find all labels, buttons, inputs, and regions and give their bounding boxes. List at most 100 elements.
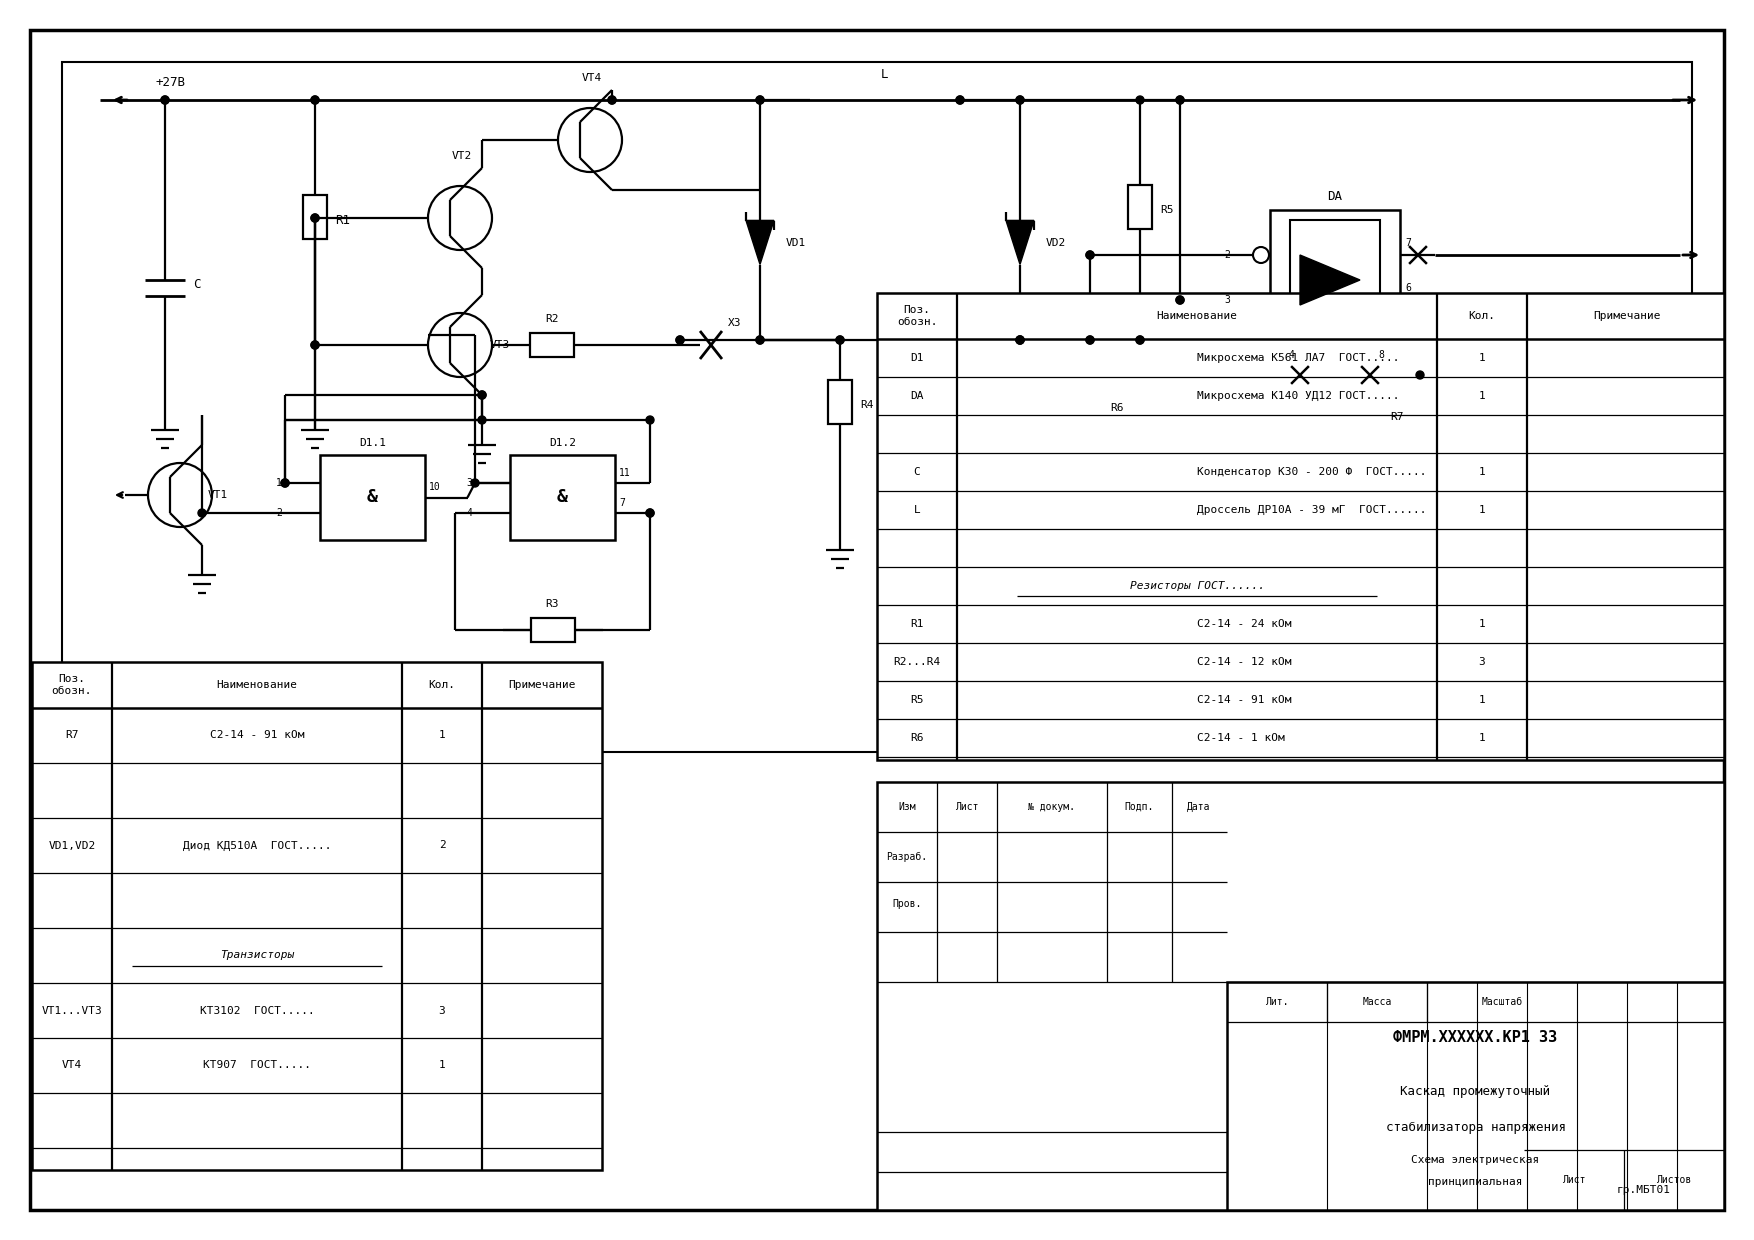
Text: 2: 2 <box>275 508 282 518</box>
Circle shape <box>479 391 486 399</box>
Text: 4: 4 <box>467 508 472 518</box>
Circle shape <box>675 336 684 343</box>
Text: 1: 1 <box>1479 467 1486 477</box>
Text: 1: 1 <box>275 477 282 489</box>
Circle shape <box>609 95 616 104</box>
Text: C: C <box>914 467 921 477</box>
Text: VT2: VT2 <box>453 151 472 161</box>
Circle shape <box>1252 247 1268 263</box>
Text: R1: R1 <box>910 619 924 629</box>
Circle shape <box>1016 95 1024 104</box>
Circle shape <box>756 95 765 104</box>
Bar <box>1228 982 1724 1210</box>
Text: 8: 8 <box>1379 350 1384 360</box>
Circle shape <box>1086 336 1094 343</box>
Text: 1: 1 <box>438 730 446 740</box>
Circle shape <box>756 336 765 343</box>
Text: D1.1: D1.1 <box>360 438 386 448</box>
Text: 3: 3 <box>1479 657 1486 667</box>
Circle shape <box>756 95 765 104</box>
Text: 11: 11 <box>619 467 631 477</box>
Text: С2-14 - 91 кОм: С2-14 - 91 кОм <box>1196 694 1291 706</box>
Circle shape <box>645 415 654 424</box>
Text: Пров.: Пров. <box>893 899 921 909</box>
Text: Лит.: Лит. <box>1265 997 1289 1007</box>
Bar <box>1289 219 1380 340</box>
Text: L: L <box>914 505 921 515</box>
Text: 2: 2 <box>438 841 446 851</box>
Text: R2...R4: R2...R4 <box>893 657 940 667</box>
Circle shape <box>472 479 479 487</box>
Text: L: L <box>881 67 889 81</box>
Text: 3: 3 <box>438 1006 446 1016</box>
Text: Кол.: Кол. <box>428 680 456 689</box>
Text: Схема электрическая: Схема электрическая <box>1412 1154 1540 1166</box>
Text: &: & <box>367 489 377 506</box>
Bar <box>530 618 575 642</box>
Bar <box>1128 185 1152 229</box>
Circle shape <box>1175 95 1184 104</box>
Text: Наименование: Наименование <box>216 680 298 689</box>
Circle shape <box>198 508 205 517</box>
Polygon shape <box>1300 255 1359 305</box>
Bar <box>32 662 602 1171</box>
Bar <box>828 379 852 424</box>
Circle shape <box>428 186 493 250</box>
Circle shape <box>310 341 319 348</box>
Bar <box>877 293 1724 760</box>
Text: R4: R4 <box>859 401 873 410</box>
Text: КТ3102  ГОСТ.....: КТ3102 ГОСТ..... <box>200 1006 314 1016</box>
Text: 1: 1 <box>438 1060 446 1070</box>
Polygon shape <box>1007 221 1035 264</box>
Circle shape <box>310 95 319 104</box>
Text: Масштаб: Масштаб <box>1482 997 1522 1007</box>
Circle shape <box>281 479 289 487</box>
Circle shape <box>1415 371 1424 379</box>
Bar <box>1358 396 1382 439</box>
Circle shape <box>310 95 319 104</box>
Text: 1: 1 <box>1479 505 1486 515</box>
Text: С2-14 - 12 кОм: С2-14 - 12 кОм <box>1196 657 1291 667</box>
Circle shape <box>310 341 319 348</box>
Circle shape <box>956 95 965 104</box>
Bar <box>510 455 616 539</box>
Bar <box>1270 210 1400 350</box>
Text: VT1: VT1 <box>209 490 228 500</box>
Text: C: C <box>193 279 200 291</box>
Text: Наименование: Наименование <box>1156 311 1238 321</box>
Text: Микросхема К140 УД12 ГОСТ.....: Микросхема К140 УД12 ГОСТ..... <box>1196 391 1400 401</box>
Text: VD2: VD2 <box>1045 238 1066 248</box>
Text: Дроссель ДР10А - 39 мГ  ГОСТ......: Дроссель ДР10А - 39 мГ ГОСТ...... <box>1196 505 1426 515</box>
Text: Изм: Изм <box>898 802 916 812</box>
Text: D1: D1 <box>910 353 924 363</box>
Text: гр.МБТ01: гр.МБТ01 <box>1617 1185 1672 1195</box>
Circle shape <box>281 479 289 487</box>
Text: 6: 6 <box>1405 283 1410 293</box>
Circle shape <box>1086 250 1094 259</box>
Text: DA: DA <box>1328 190 1342 202</box>
Text: принципиальная: принципиальная <box>1428 1177 1522 1187</box>
Circle shape <box>645 508 654 517</box>
Text: 10: 10 <box>430 482 440 492</box>
Text: Примечание: Примечание <box>509 680 575 689</box>
Text: VT4: VT4 <box>582 73 602 83</box>
Text: 1: 1 <box>1479 733 1486 743</box>
Bar <box>319 455 424 539</box>
Circle shape <box>1137 95 1144 104</box>
Circle shape <box>1016 336 1024 343</box>
Text: 3: 3 <box>467 477 472 489</box>
Text: &: & <box>558 489 568 506</box>
Circle shape <box>837 336 844 343</box>
Bar <box>530 334 574 357</box>
Text: 3: 3 <box>1224 295 1230 305</box>
Bar <box>303 195 326 239</box>
Circle shape <box>479 391 486 399</box>
Circle shape <box>675 336 684 343</box>
Polygon shape <box>745 221 774 264</box>
Circle shape <box>756 336 765 343</box>
Text: Кол.: Кол. <box>1468 311 1496 321</box>
Text: R5: R5 <box>1159 205 1173 215</box>
Text: Листов: Листов <box>1656 1176 1691 1185</box>
Text: КТ907  ГОСТ.....: КТ907 ГОСТ..... <box>203 1060 310 1070</box>
Text: Лист: Лист <box>1563 1176 1586 1185</box>
